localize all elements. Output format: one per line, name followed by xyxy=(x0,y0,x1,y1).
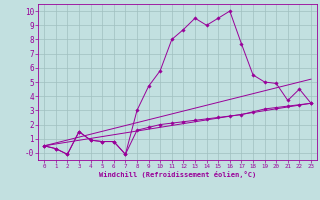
X-axis label: Windchill (Refroidissement éolien,°C): Windchill (Refroidissement éolien,°C) xyxy=(99,171,256,178)
